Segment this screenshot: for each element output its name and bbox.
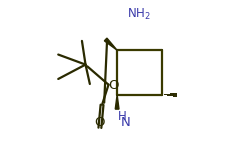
Text: NH$_2$: NH$_2$: [127, 7, 151, 22]
Polygon shape: [115, 95, 119, 109]
Text: O: O: [95, 116, 105, 129]
Text: N: N: [121, 116, 131, 129]
Text: H: H: [118, 110, 127, 123]
Polygon shape: [104, 38, 117, 50]
Text: O: O: [108, 79, 118, 92]
